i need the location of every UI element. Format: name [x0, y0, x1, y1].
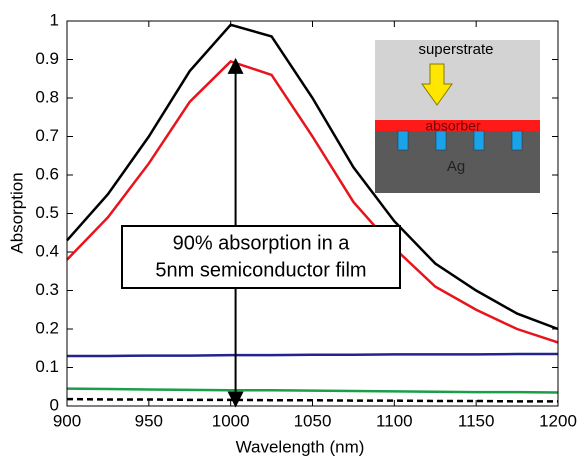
x-axis-label: Wavelength (nm) — [236, 437, 365, 456]
plot-frame — [66, 20, 559, 407]
annotation-text: 90% absorption in a — [173, 232, 351, 254]
x-tick-label: 900 — [53, 411, 81, 430]
x-tick-label: 1150 — [458, 411, 495, 430]
series-line — [66, 23, 559, 331]
inset-label: Ag — [447, 158, 465, 175]
inset-particle — [435, 130, 447, 151]
y-tick-label: 0 — [50, 395, 59, 414]
inset-particle — [511, 130, 523, 151]
y-tick-label: 0.3 — [35, 280, 59, 299]
y-tick-label: 0.6 — [35, 164, 59, 183]
y-tick-label: 1 — [50, 10, 59, 29]
series-line — [67, 352, 558, 358]
y-tick-label: 0.5 — [35, 203, 59, 222]
y-tick-label: 0.2 — [35, 318, 59, 337]
series-line — [66, 397, 558, 403]
inset-absorber — [375, 120, 540, 131]
y-tick-label: 0.7 — [35, 126, 59, 145]
y-tick-label: 0.8 — [35, 87, 59, 106]
x-tick-label: 1200 — [539, 411, 577, 430]
inset-label: absorber — [425, 118, 481, 134]
inset-particle — [397, 130, 409, 151]
y-tick-label: 0.4 — [35, 241, 59, 260]
inset-superstrate — [375, 40, 540, 120]
x-tick-label: 950 — [135, 411, 163, 430]
y-tick-label: 0.1 — [35, 357, 59, 376]
y-tick-label: 0.9 — [35, 49, 59, 68]
series-line — [66, 387, 559, 394]
series-line — [66, 59, 559, 344]
x-tick-label: 1000 — [212, 411, 250, 430]
inset-label: superstrate — [418, 41, 493, 58]
inset-particle — [473, 130, 485, 151]
x-tick-label: 1050 — [294, 411, 332, 430]
inset-arrow — [421, 63, 453, 106]
annotation-box — [121, 225, 401, 289]
x-tick-label: 1100 — [376, 411, 413, 430]
y-axis-label: Absorption — [7, 172, 26, 253]
annotation-text: 5nm semiconductor film — [155, 259, 366, 281]
